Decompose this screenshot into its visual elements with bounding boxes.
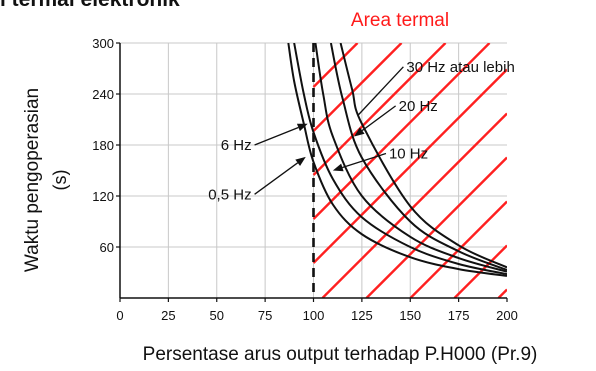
series-line-30-hz-atau-lebih bbox=[339, 43, 507, 269]
annotation-label: 6 Hz bbox=[221, 137, 252, 154]
y-tick-label: 240 bbox=[92, 87, 114, 102]
annotation-arrowhead bbox=[296, 123, 308, 132]
annotation-arrowhead bbox=[332, 163, 344, 172]
annotation-leader bbox=[254, 126, 299, 146]
series-line-10-hz bbox=[314, 43, 507, 273]
axes: 0 25 50 75 100 125 150 175 200 60 120 180 240 300 bbox=[92, 36, 518, 323]
annotation-leader bbox=[342, 152, 387, 169]
series-line-6-hz bbox=[293, 43, 507, 276]
annotations: 30 Hz atau lebih 20 Hz 10 Hz 6 Hz 0,5 Hz bbox=[208, 59, 515, 204]
annotation-leader bbox=[357, 66, 404, 116]
hatch-line bbox=[365, 156, 507, 298]
series-group bbox=[287, 43, 507, 277]
x-tick-label: 100 bbox=[303, 308, 325, 323]
y-axis-unit: (s) bbox=[50, 170, 70, 191]
annotation-label: 20 Hz bbox=[399, 98, 438, 115]
x-tick-label: 25 bbox=[161, 308, 175, 323]
y-tick-label: 300 bbox=[92, 36, 114, 51]
y-axis-label: Waktu pengoperasian bbox=[22, 88, 43, 272]
hatch-line bbox=[321, 112, 507, 298]
annotation-arrowhead bbox=[295, 156, 306, 167]
hatch-line bbox=[312, 68, 507, 264]
annotation-leader bbox=[361, 105, 397, 132]
x-tick-label: 125 bbox=[351, 308, 373, 323]
hatch-line bbox=[409, 200, 507, 298]
x-tick-label: 50 bbox=[210, 308, 224, 323]
x-tick-label: 75 bbox=[258, 308, 272, 323]
annotation-leader bbox=[254, 162, 299, 195]
hatch-line bbox=[497, 288, 507, 298]
annotation-label: 30 Hz atau lebih bbox=[406, 59, 514, 76]
hatch-line bbox=[312, 43, 491, 220]
annotation-label: 0,5 Hz bbox=[208, 186, 251, 203]
x-tick-label: 0 bbox=[116, 308, 123, 323]
hatch-line bbox=[312, 43, 447, 176]
hatch-line bbox=[312, 43, 403, 132]
y-tick-label: 120 bbox=[92, 189, 114, 204]
x-tick-label: 150 bbox=[399, 308, 421, 323]
x-tick-label: 200 bbox=[496, 308, 518, 323]
annotation-arrowhead bbox=[354, 127, 365, 137]
series-line-20-hz bbox=[329, 43, 507, 271]
x-axis-label: Persentase arus output terhadap P.H000 (… bbox=[143, 344, 538, 365]
x-tick-label: 175 bbox=[448, 308, 470, 323]
y-tick-label: 180 bbox=[92, 138, 114, 153]
series-line-0-5-hz bbox=[287, 43, 507, 277]
thermal-area-label: Area termal bbox=[351, 10, 449, 31]
y-tick-label: 60 bbox=[100, 240, 114, 255]
partial-title: l termal elektronik bbox=[0, 0, 180, 11]
annotation-label: 10 Hz bbox=[389, 146, 428, 163]
